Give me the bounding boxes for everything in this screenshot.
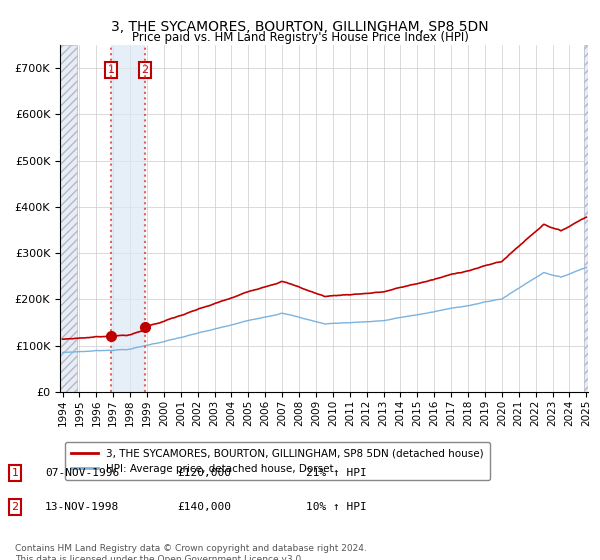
Text: 07-NOV-1996: 07-NOV-1996 bbox=[45, 468, 119, 478]
Text: Contains HM Land Registry data © Crown copyright and database right 2024.
This d: Contains HM Land Registry data © Crown c… bbox=[15, 544, 367, 560]
Text: 10% ↑ HPI: 10% ↑ HPI bbox=[306, 502, 367, 512]
Text: 1: 1 bbox=[11, 468, 19, 478]
Text: 2: 2 bbox=[142, 66, 148, 75]
Text: 1: 1 bbox=[107, 66, 115, 75]
Bar bbox=[584, 45, 588, 392]
Text: £140,000: £140,000 bbox=[177, 502, 231, 512]
Text: £120,000: £120,000 bbox=[177, 468, 231, 478]
Text: 13-NOV-1998: 13-NOV-1998 bbox=[45, 502, 119, 512]
Bar bbox=[111, 45, 145, 392]
Bar bbox=[60, 45, 77, 392]
Text: 2: 2 bbox=[11, 502, 19, 512]
Text: Price paid vs. HM Land Registry's House Price Index (HPI): Price paid vs. HM Land Registry's House … bbox=[131, 31, 469, 44]
Text: 3, THE SYCAMORES, BOURTON, GILLINGHAM, SP8 5DN: 3, THE SYCAMORES, BOURTON, GILLINGHAM, S… bbox=[111, 20, 489, 34]
Text: 21% ↑ HPI: 21% ↑ HPI bbox=[306, 468, 367, 478]
Legend: 3, THE SYCAMORES, BOURTON, GILLINGHAM, SP8 5DN (detached house), HPI: Average pr: 3, THE SYCAMORES, BOURTON, GILLINGHAM, S… bbox=[65, 442, 490, 480]
